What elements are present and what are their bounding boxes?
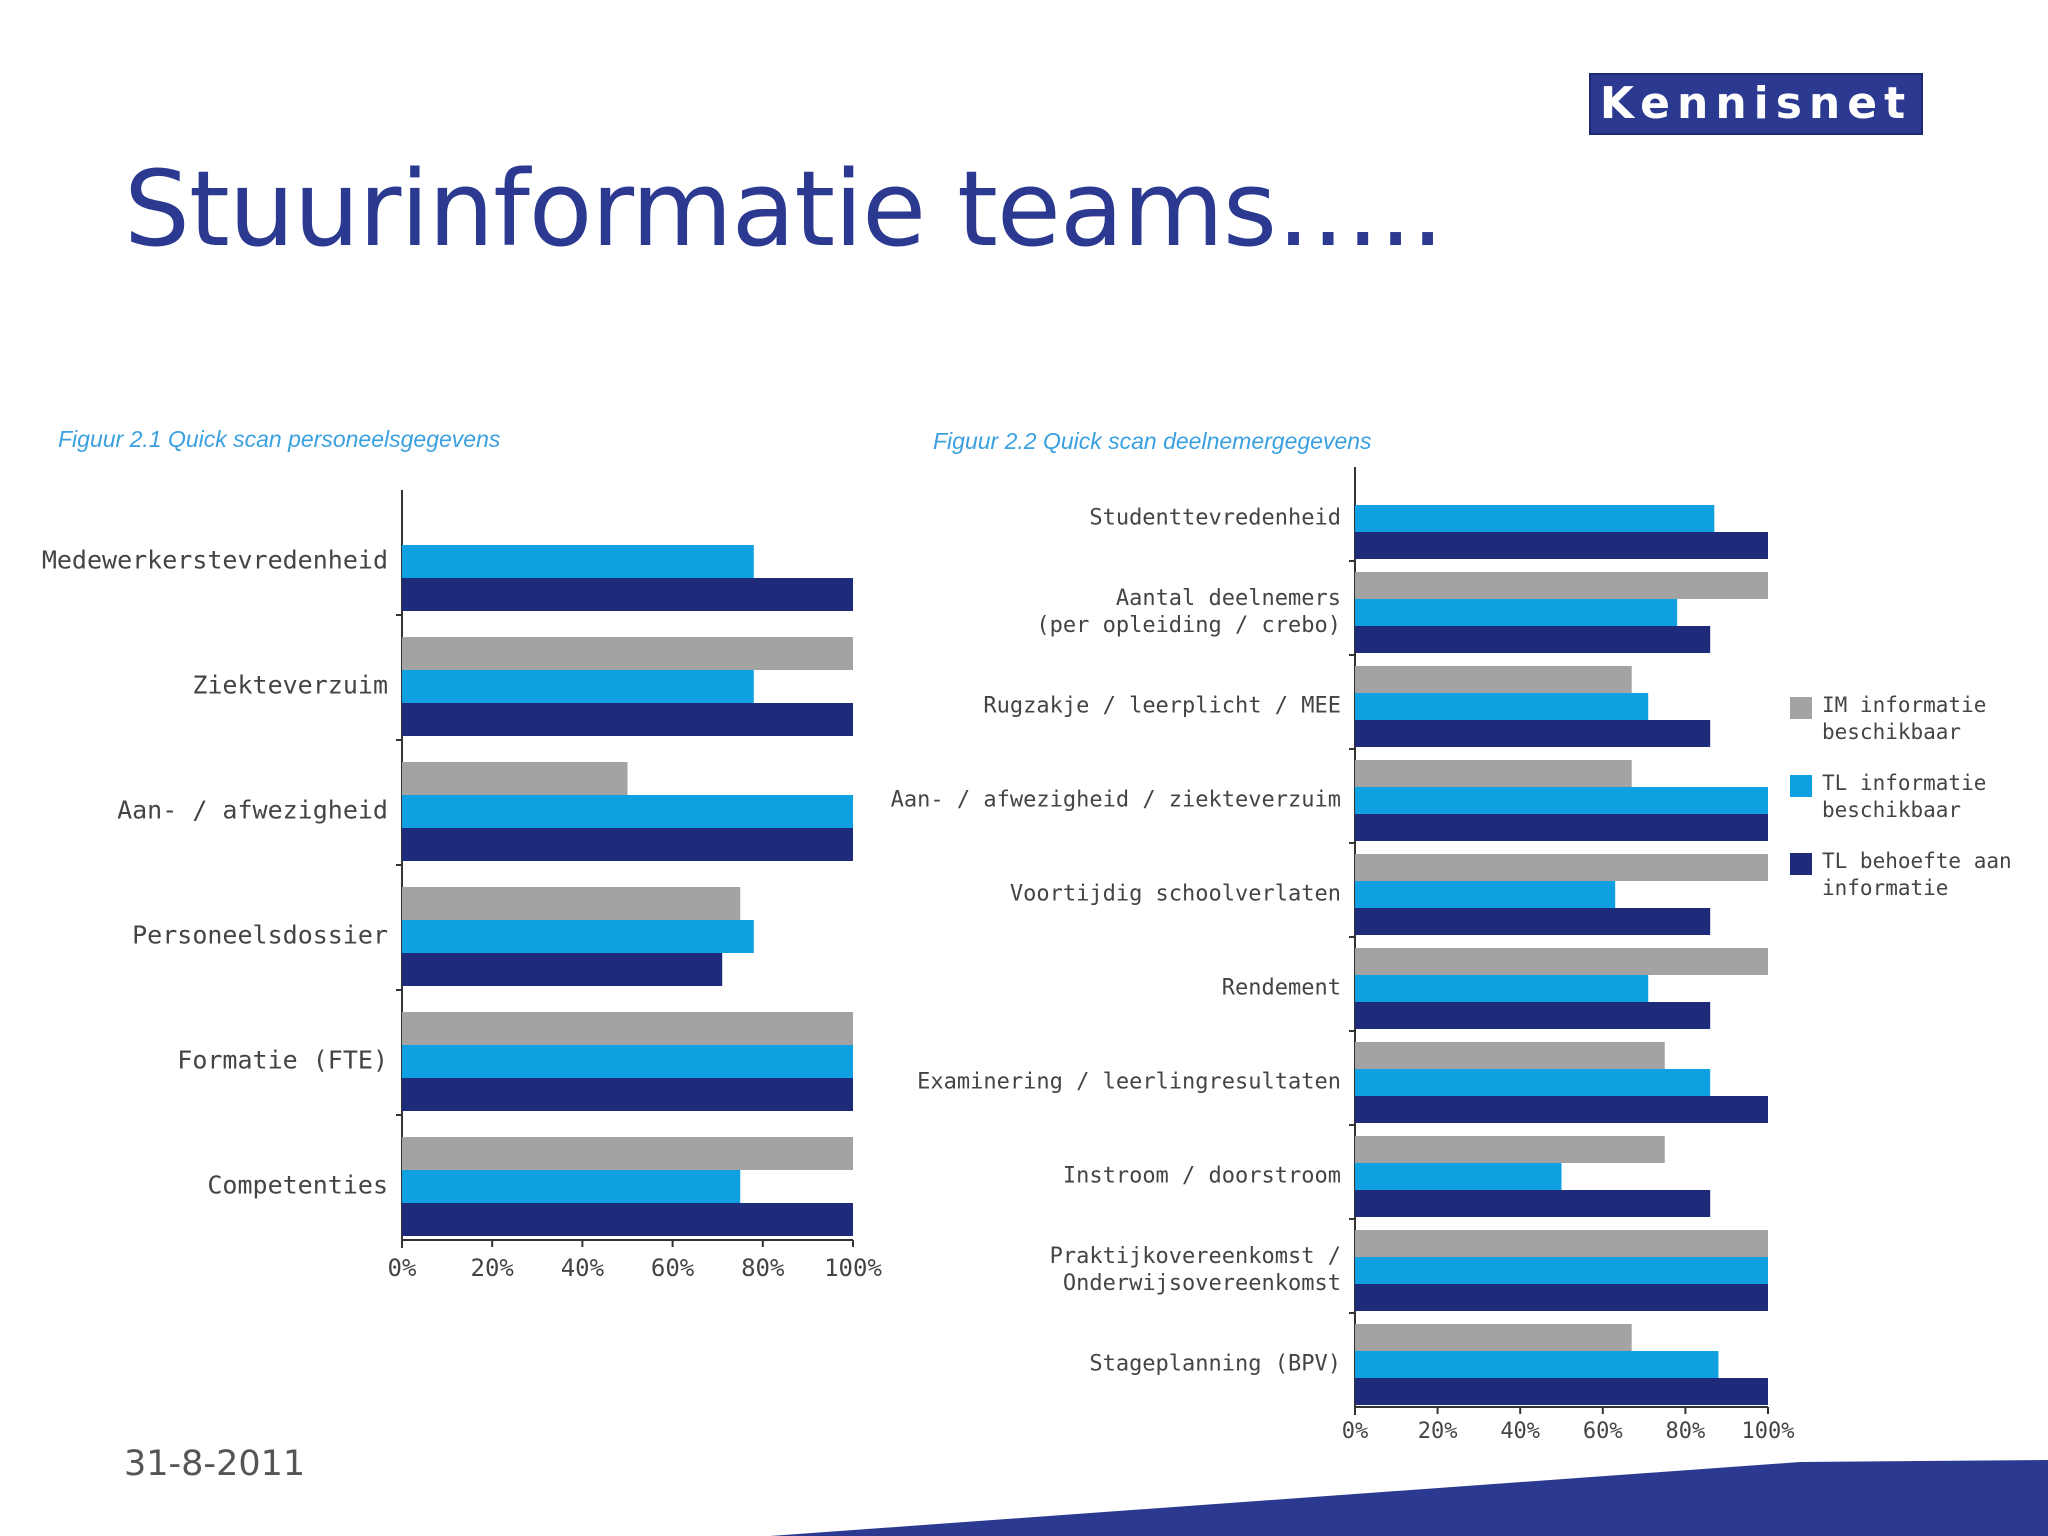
legend-swatch-navy — [1790, 853, 1812, 875]
legend-label: IM informatie beschikbaar — [1822, 693, 1987, 744]
legend-swatch-light-blue — [1790, 775, 1812, 797]
legend-label: TL behoefte aan informatie — [1822, 849, 2012, 900]
legend-item-im: IM informatie beschikbaar — [1790, 692, 2030, 746]
kennisnet-logo: Kennisnet — [1589, 73, 1923, 135]
slide-title: Stuurinformatie teams….. — [124, 148, 1444, 270]
legend-item-tl-need: TL behoefte aan informatie — [1790, 848, 2030, 902]
chart-legend: IM informatie beschikbaar TL informatie … — [1790, 692, 2030, 926]
legend-label: TL informatie beschikbaar — [1822, 771, 1987, 822]
legend-swatch-gray — [1790, 697, 1812, 719]
figure-caption-participants: Figuur 2.2 Quick scan deelnemergegevens — [933, 428, 1372, 454]
figure-caption-personnel: Figuur 2.1 Quick scan personeelsgegevens — [58, 426, 501, 452]
footer-date: 31-8-2011 — [124, 1444, 306, 1484]
legend-item-tl-available: TL informatie beschikbaar — [1790, 770, 2030, 824]
